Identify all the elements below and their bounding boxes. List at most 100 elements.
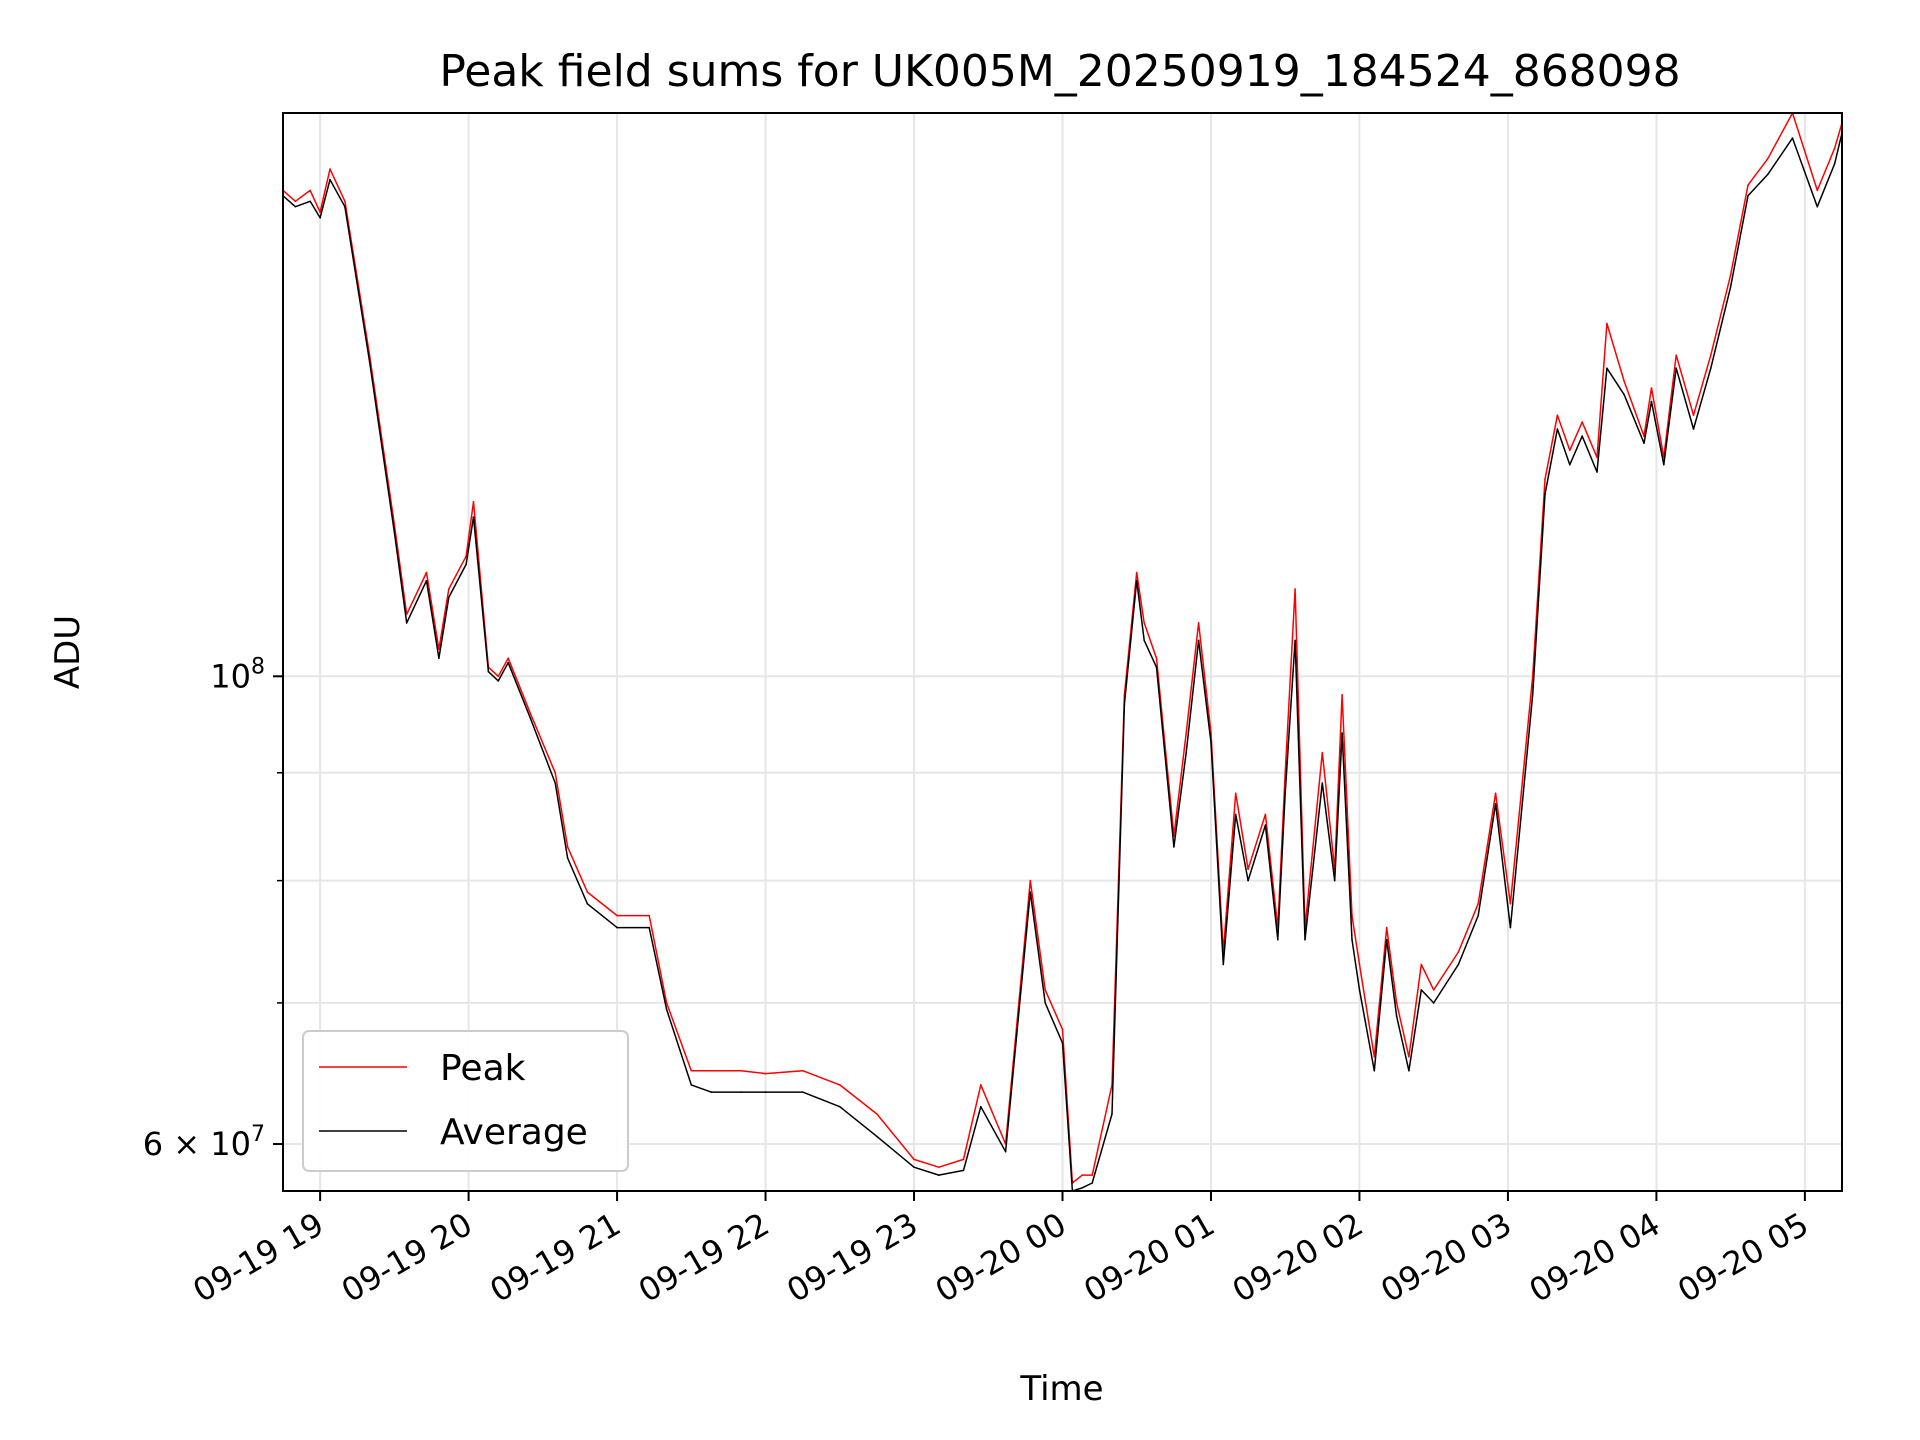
data-point-average [329,178,331,181]
data-point-peak [425,571,428,574]
data-point-average [980,1105,982,1108]
data-point-peak [801,1069,804,1072]
data-point-peak [1408,1056,1410,1058]
data-point-average [1556,428,1559,430]
data-point-average [1284,792,1286,795]
data-point-peak [1143,622,1145,624]
data-point-peak [1675,354,1677,357]
data-point-average [1544,493,1546,496]
chart-title: Peak field sums for UK005M_20250919_1845… [439,46,1680,97]
data-point-average [1061,1042,1064,1044]
data-point-average [740,1091,742,1093]
data-point-peak [319,211,321,213]
data-point-peak [1091,1174,1093,1176]
data-point-peak [962,1158,965,1161]
data-point-average [1234,813,1237,816]
data-point-average [1816,205,1819,208]
data-point-average [1606,367,1608,370]
data-point-average [294,205,297,208]
data-point-average [1432,1002,1435,1004]
data-point-peak [448,588,450,590]
data-point-average [1373,1069,1376,1072]
data-point-peak [710,1069,712,1072]
data-point-average [839,1105,841,1108]
data-point-average [1123,703,1126,705]
data-point-peak [294,200,297,203]
data-point-average [566,857,569,859]
y-axis-label: ADU [48,615,88,689]
data-point-average [1197,639,1200,642]
data-point-average [1358,989,1361,991]
data-point-average [1531,694,1534,696]
data-point-peak [1373,1056,1376,1058]
data-point-average [1091,1182,1093,1184]
data-point-average [1029,891,1032,893]
data-point-average [405,622,408,624]
data-point-peak [1155,657,1158,659]
data-point-peak [1061,1028,1064,1031]
data-point-average [1643,442,1645,444]
data-point-peak [529,712,532,715]
data-point-average [1044,1002,1046,1004]
data-point-average [1408,1069,1410,1072]
data-point-average [1457,963,1460,966]
data-point-average [1210,741,1212,744]
data-point-peak [438,648,440,650]
data-point-average [1081,1187,1084,1189]
data-point-average [938,1174,940,1176]
data-point-peak [329,168,331,170]
data-point-average [529,717,532,720]
data-point-average [1111,1113,1113,1115]
data-point-peak [690,1069,693,1072]
data-point-peak [740,1069,742,1072]
data-point-average [1596,471,1598,473]
data-point-peak [1135,571,1138,574]
data-point-peak [309,189,312,192]
data-point-peak [1767,157,1769,160]
data-point-peak [1729,274,1732,276]
data-point-average [801,1091,804,1093]
data-point-peak [586,891,589,893]
data-point-average [1247,879,1249,882]
data-point-peak [465,555,467,558]
legend-average-label: Average [440,1112,588,1153]
data-point-average [1729,286,1732,288]
data-point-peak [1385,926,1388,929]
data-point-average [1663,463,1665,466]
data-point-peak [1395,1002,1398,1004]
data-point-average [507,661,510,664]
data-point-average [1692,428,1695,430]
data-point-peak [1816,189,1819,192]
data-point-peak [1581,421,1583,423]
data-point-peak [1420,963,1423,966]
data-point-peak [1081,1174,1084,1176]
data-point-average [616,926,618,929]
data-point-peak [554,772,556,774]
data-point-average [1173,846,1175,848]
data-point-peak [1044,989,1046,991]
data-point-peak [1284,772,1286,774]
data-point-peak [876,1113,878,1115]
data-point-average [1135,579,1138,582]
data-point-peak [1623,380,1625,383]
data-point-average [1264,824,1267,826]
data-point-average [1222,963,1225,966]
data-point-average [425,579,428,582]
data-point-peak [1643,435,1645,437]
y-tick-label: 6 × 107 [143,1122,265,1163]
data-point-peak [938,1166,940,1168]
data-point-average [1420,989,1423,991]
data-point-average [472,516,475,518]
data-point-average [1650,400,1653,403]
data-point-average [710,1091,712,1093]
data-point-peak [1029,879,1032,882]
data-point-average [1767,173,1769,176]
data-point-peak [1264,813,1267,816]
data-point-peak [648,914,650,917]
data-point-average [487,670,490,673]
data-point-average [1494,803,1497,805]
data-point-average [368,360,371,363]
data-point-peak [1606,322,1608,325]
data-point-peak [1197,622,1200,624]
